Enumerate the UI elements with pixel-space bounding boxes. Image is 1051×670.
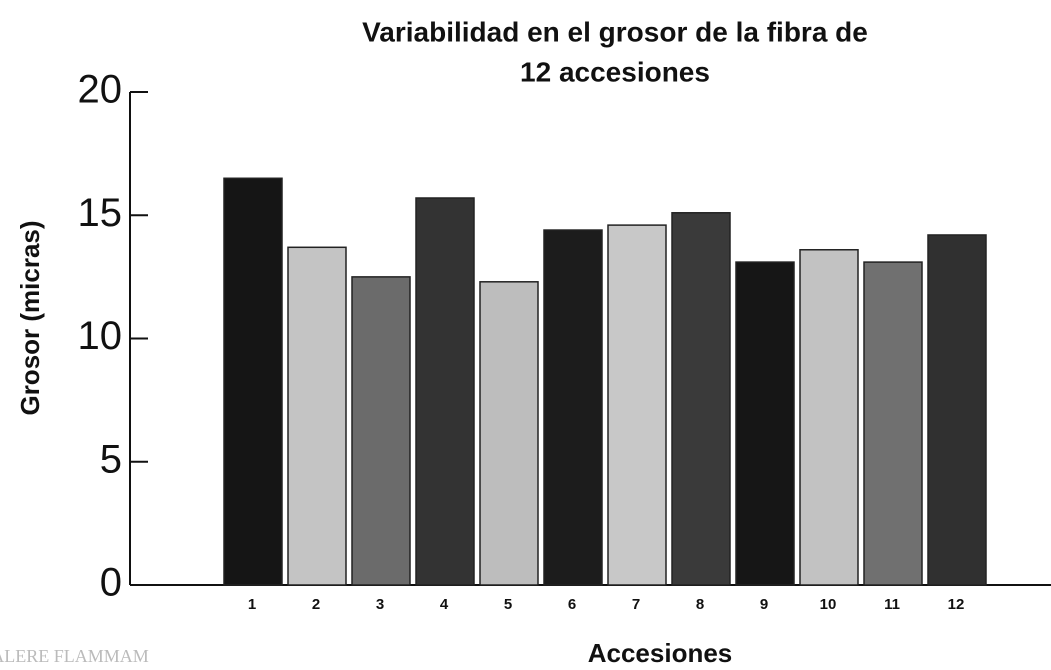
- y-tick-label: 5: [100, 437, 122, 481]
- x-tick-label: 3: [376, 596, 384, 613]
- x-tick-label: 2: [312, 596, 320, 613]
- y-tick-label: 0: [100, 561, 122, 605]
- chart-title: Variabilidad en el grosor de la fibra de: [362, 16, 868, 47]
- bar: [479, 281, 539, 586]
- bar: [863, 261, 923, 586]
- x-tick-label: 11: [884, 596, 900, 613]
- x-tick-label: 9: [760, 596, 768, 613]
- y-tick-label: 20: [78, 68, 123, 112]
- bar: [927, 234, 987, 586]
- bar: [799, 249, 859, 586]
- x-tick-label: 4: [440, 596, 449, 613]
- bar: [287, 246, 347, 586]
- bar: [415, 197, 475, 586]
- x-tick-label: 12: [948, 596, 965, 613]
- bar: [607, 224, 667, 586]
- y-axis-label: Grosor (micras): [15, 220, 45, 415]
- bar: [671, 212, 731, 586]
- bar: [735, 261, 795, 586]
- x-axis-label: Accesiones: [588, 638, 733, 668]
- y-tick-label: 15: [78, 191, 123, 235]
- bar: [543, 229, 603, 586]
- y-tick-label: 10: [78, 314, 123, 358]
- x-tick-label: 7: [632, 596, 640, 613]
- x-tick-label: 5: [504, 596, 512, 613]
- x-tick-label: 10: [820, 596, 837, 613]
- x-tick-label: 6: [568, 596, 576, 613]
- x-tick-label: 1: [248, 596, 256, 613]
- x-tick-label: 8: [696, 596, 704, 613]
- chart-title: 12 accesiones: [520, 56, 710, 87]
- bar: [351, 276, 411, 586]
- bar: [223, 177, 283, 586]
- watermark: ALERE FLAMMAM: [0, 646, 149, 666]
